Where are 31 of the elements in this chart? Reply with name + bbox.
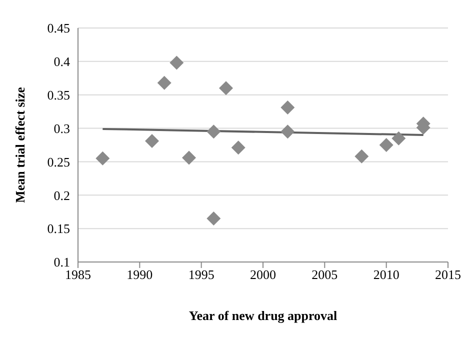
point (170, 56, 184, 70)
point (219, 81, 233, 96)
y-tick-label: 0.25 (47, 154, 70, 170)
x-axis-title: Year of new drug approval (188, 308, 338, 323)
x-tick-label: 2015 (435, 267, 461, 282)
x-tick-label: 2000 (250, 267, 276, 282)
y-tick-label: 0.15 (47, 221, 70, 236)
point (182, 150, 196, 165)
point (96, 151, 110, 166)
point (206, 124, 221, 139)
point (145, 134, 159, 148)
x-tick-label: 1995 (188, 267, 214, 282)
x-tick-label: 1985 (65, 267, 91, 282)
point (379, 138, 394, 152)
x-tick-label: 2010 (373, 267, 400, 282)
y-tick-label: 0.3 (54, 120, 70, 136)
y-tick-label: 0.1 (54, 254, 70, 270)
x-tick-label: 1990 (126, 267, 153, 282)
point (231, 140, 246, 155)
point (392, 131, 406, 146)
point (206, 212, 221, 226)
point (157, 76, 172, 90)
y-tick-label: 0.4 (54, 54, 70, 70)
y-tick-label: 0.45 (47, 20, 70, 36)
point (280, 124, 295, 139)
point (280, 100, 295, 115)
y-axis-title: Mean trial effect size (12, 86, 28, 203)
point (354, 149, 369, 164)
y-tick-label: 0.35 (47, 87, 70, 102)
x-tick-label: 2005 (312, 267, 338, 282)
y-tick-label: 0.2 (54, 188, 70, 203)
